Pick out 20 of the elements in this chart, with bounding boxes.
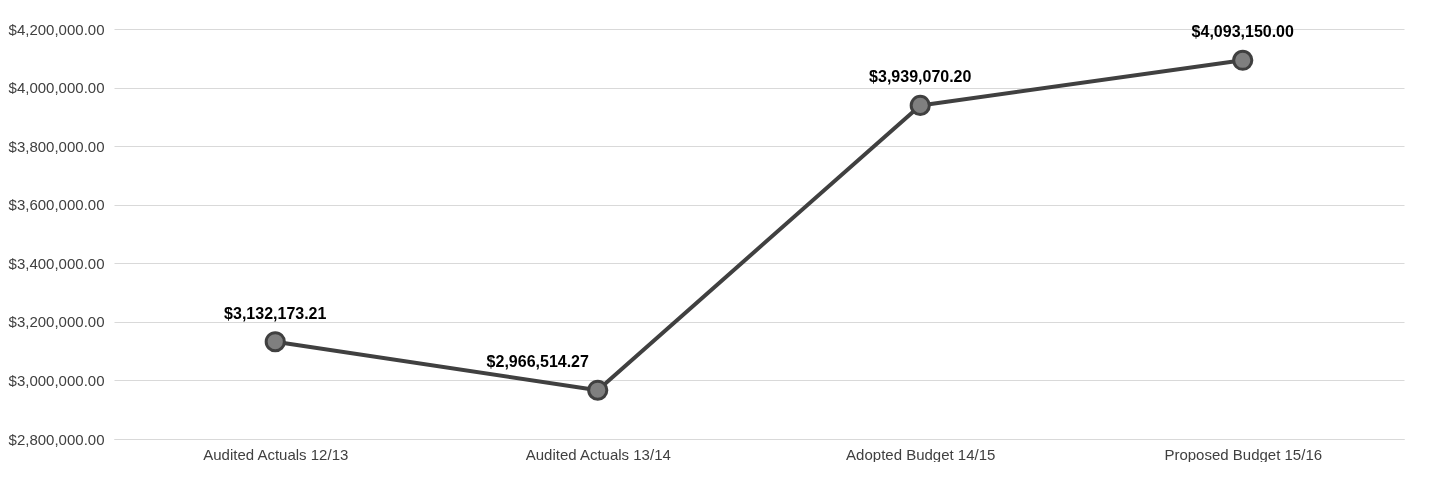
x-tick-label: Audited Actuals 12/13	[203, 445, 349, 463]
y-tick-label: $3,000,000.00	[8, 371, 105, 389]
text: $3,132,173.21	[224, 304, 327, 322]
text: $4,093,150.00	[1191, 23, 1294, 41]
point	[909, 94, 931, 116]
y-tick-label: $3,600,000.00	[8, 196, 105, 214]
y-tick-label: $3,800,000.00	[8, 137, 105, 155]
y-tick-label: $3,400,000.00	[8, 254, 105, 272]
y-tick-label: $4,000,000.00	[8, 79, 105, 97]
text: $2,966,514.27	[486, 353, 589, 371]
x-tick-label: Proposed Budget 15/16	[1164, 445, 1323, 463]
point	[1232, 49, 1254, 71]
y-tick-label: $4,200,000.00	[8, 20, 105, 38]
y-tick-label: $3,200,000.00	[8, 313, 105, 331]
x-tick-label: Audited Actuals 13/14	[525, 445, 671, 463]
point	[587, 379, 609, 401]
text: $3,939,070.20	[869, 68, 972, 86]
y-tick-label: $2,800,000.00	[8, 430, 105, 448]
point	[264, 331, 286, 353]
x-tick-label: Adopted Budget 14/15	[846, 445, 996, 463]
